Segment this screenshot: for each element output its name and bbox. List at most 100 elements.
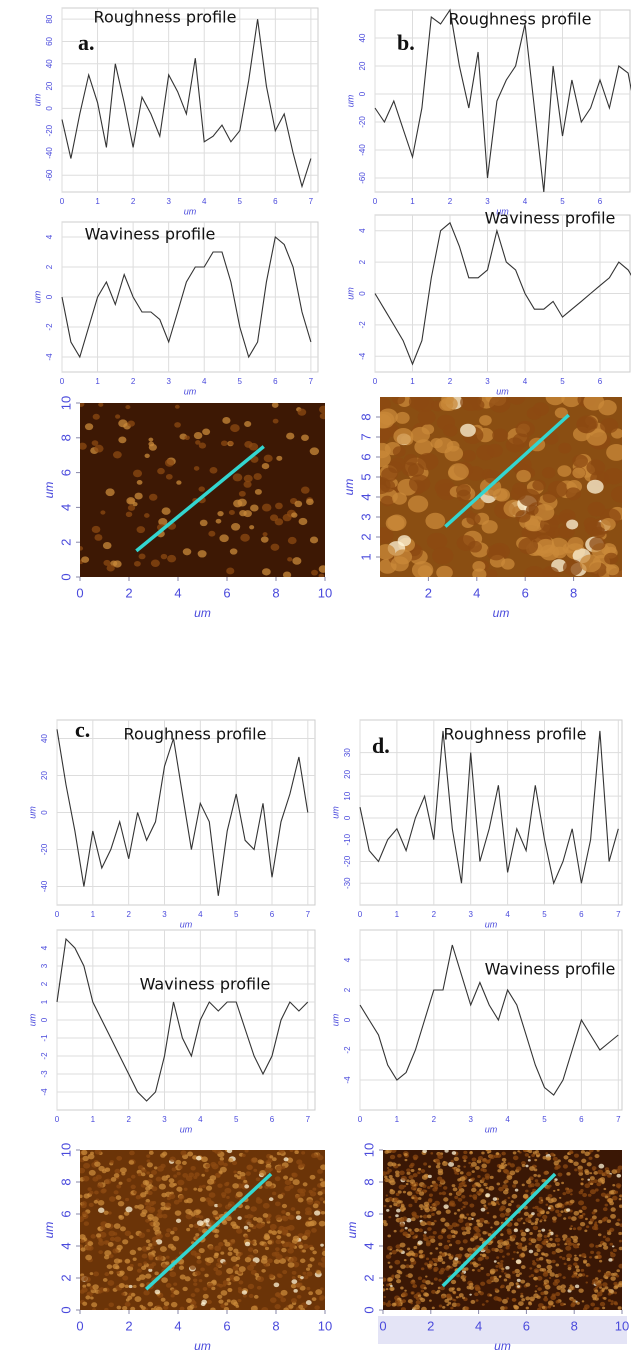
afm-grain — [494, 1288, 498, 1291]
y-tick-label: 4 — [58, 504, 73, 511]
afm-grain — [438, 1183, 442, 1187]
afm-grain — [250, 1206, 257, 1212]
afm-grain — [417, 1276, 423, 1281]
afm-grain — [288, 1304, 294, 1309]
afm-grain — [529, 1296, 535, 1302]
afm-grain — [409, 1257, 415, 1262]
afm-grain — [208, 530, 216, 537]
x-tick-label: 4 — [473, 585, 480, 600]
afm-grain — [594, 1154, 600, 1159]
afm-grain — [495, 1264, 499, 1268]
afm-grain — [181, 1160, 187, 1165]
afm-grain — [587, 1193, 592, 1197]
afm-grain — [469, 1151, 473, 1155]
afm-grain — [610, 486, 622, 503]
afm-grain — [179, 1274, 186, 1280]
afm-grain — [206, 1257, 214, 1264]
afm-grain — [410, 1302, 413, 1305]
afm-grain — [523, 565, 545, 577]
afm-grain — [212, 1210, 218, 1216]
afm-grain — [422, 1184, 427, 1188]
afm-grain — [404, 1158, 408, 1162]
afm-grain — [586, 459, 606, 476]
afm-grain — [287, 1214, 294, 1220]
afm-grain — [391, 1162, 397, 1167]
x-tick-label: 2 — [126, 910, 131, 919]
afm-grain — [141, 1253, 148, 1259]
afm-grain — [320, 1262, 325, 1268]
afm-grain — [593, 1179, 598, 1184]
afm-grain — [398, 1184, 405, 1190]
afm-grain — [97, 1290, 102, 1294]
afm-grain — [552, 546, 567, 559]
afm-grain — [243, 1179, 248, 1184]
afm-grain — [82, 1284, 87, 1288]
afm-grain — [134, 1205, 139, 1209]
afm-grain — [233, 1170, 237, 1174]
afm-grain — [287, 1224, 295, 1231]
afm-grain — [598, 1163, 605, 1169]
afm-grain — [176, 1186, 183, 1192]
afm-grain — [458, 1218, 464, 1223]
afm-grain — [136, 480, 143, 485]
afm-grain — [432, 1257, 436, 1261]
afm-grain — [148, 1243, 153, 1247]
afm-grain — [470, 1299, 476, 1304]
afm-grain — [166, 1174, 170, 1178]
x-tick-label: 4 — [202, 377, 207, 386]
afm-grain — [473, 1196, 478, 1200]
afm-grain — [469, 1282, 474, 1287]
afm-grain — [219, 1157, 225, 1161]
afm-grain — [226, 1299, 231, 1303]
afm-grain — [102, 1278, 108, 1282]
afm-grain — [531, 1153, 535, 1157]
afm-grain — [441, 1261, 446, 1265]
afm-grain — [210, 1161, 217, 1167]
afm-grain — [437, 1168, 444, 1173]
afm-grain — [562, 1234, 568, 1239]
afm-grain — [479, 415, 492, 426]
afm-grain — [257, 1159, 264, 1164]
afm-grain — [434, 1200, 440, 1206]
y-tick-label: 10 — [361, 1143, 376, 1157]
afm-grain — [380, 450, 391, 468]
afm-grain — [481, 1303, 485, 1306]
afm-grain — [578, 1171, 584, 1176]
afm-grain — [513, 1228, 519, 1233]
afm-grain — [422, 1254, 426, 1257]
afm-grain — [505, 1208, 512, 1213]
afm-grain — [94, 1161, 101, 1167]
afm-grain — [431, 1289, 436, 1294]
afm-grain — [447, 1301, 452, 1305]
afm-grain — [308, 1189, 313, 1194]
x-tick-label: 2 — [432, 910, 437, 919]
afm-grain — [528, 1275, 532, 1278]
afm-grain — [507, 1238, 510, 1241]
afm-grain — [388, 1300, 391, 1303]
afm-grain — [214, 1245, 222, 1252]
x-tick-label: 3 — [166, 197, 171, 206]
afm-grain — [557, 465, 572, 477]
afm-grain — [199, 1215, 204, 1219]
afm-grain — [402, 1231, 408, 1236]
afm-grain — [182, 1286, 188, 1292]
afm-grain — [424, 1262, 429, 1266]
y-tick-label: 2 — [58, 1274, 73, 1281]
afm-grain — [589, 1218, 595, 1222]
x-tick-label: 4 — [174, 1318, 181, 1333]
afm-grain — [380, 544, 396, 560]
afm-grain — [581, 1158, 587, 1164]
afm-grain — [299, 1285, 306, 1291]
x-tick-label: 0 — [373, 377, 378, 386]
afm-grain — [264, 1235, 271, 1240]
afm-grain — [461, 449, 476, 462]
afm-grain — [387, 1196, 393, 1202]
afm-grain — [603, 1216, 609, 1221]
afm-grain — [507, 1203, 512, 1207]
x-tick-label: 7 — [309, 377, 314, 386]
afm-grain — [237, 498, 247, 507]
afm-grain — [596, 1291, 603, 1297]
afm-grain — [195, 1236, 200, 1240]
plot-area — [374, 9, 631, 193]
y-tick-label: 10 — [58, 1143, 73, 1157]
